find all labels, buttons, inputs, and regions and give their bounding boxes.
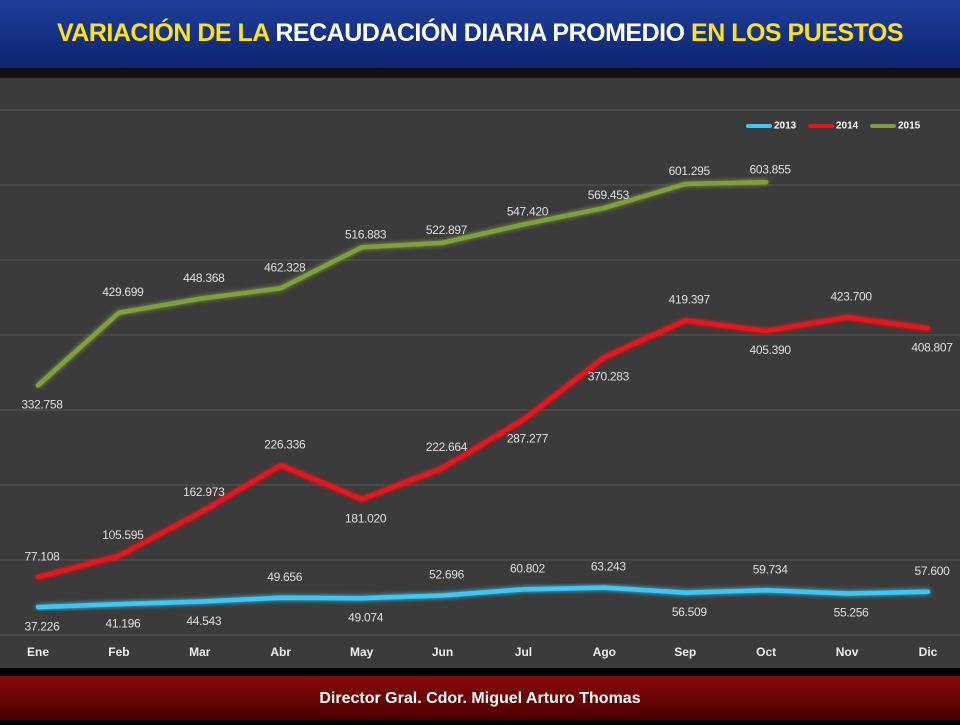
title-part: EN LOS PUESTOS (691, 19, 903, 47)
data-label: 44.543 (186, 614, 222, 628)
title-part: VARIACIÓN DE LA (57, 17, 270, 47)
data-label: 448.368 (183, 271, 225, 285)
x-tick-label: Mar (189, 645, 211, 659)
x-tick-label: Ene (27, 645, 49, 659)
data-label: 405.390 (750, 343, 792, 357)
data-label: 569.453 (588, 188, 630, 202)
footer-band (0, 676, 960, 720)
data-label: 59.734 (753, 562, 789, 576)
series-line (35, 179, 769, 388)
data-label: 332.758 (21, 398, 63, 412)
data-label: 37.226 (25, 619, 61, 633)
title-strip (0, 68, 960, 78)
legend-label: 2014 (836, 121, 859, 132)
data-label: 63.243 (591, 560, 627, 574)
data-label: 601.295 (669, 164, 711, 178)
data-label: 77.108 (25, 549, 61, 563)
x-tick-label: Nov (836, 645, 859, 659)
x-tick-label: Sep (674, 645, 696, 659)
data-label: 52.696 (429, 568, 465, 582)
data-label: 522.897 (426, 223, 468, 237)
data-label: 462.328 (264, 260, 306, 274)
data-label: 105.595 (102, 528, 144, 542)
data-label: 226.336 (264, 437, 306, 451)
x-tick-label: Dic (919, 645, 938, 659)
data-label: 423.700 (830, 289, 872, 303)
x-tick-label: Oct (756, 645, 776, 659)
data-label: 603.855 (750, 162, 792, 176)
data-label: 60.802 (510, 562, 546, 576)
legend-label: 2015 (898, 121, 921, 132)
x-tick-label: Jul (515, 645, 532, 659)
data-label: 181.020 (345, 511, 387, 525)
series-line (35, 585, 931, 610)
data-label: 429.699 (102, 285, 144, 299)
x-tick-label: May (350, 645, 374, 659)
data-label: 57.600 (915, 564, 951, 578)
plot-panel (0, 78, 960, 668)
data-label: 408.807 (911, 341, 953, 355)
data-label: 49.074 (348, 610, 384, 624)
data-label: 222.664 (426, 440, 468, 454)
data-label: 287.277 (507, 432, 549, 446)
x-tick-label: Abr (270, 645, 291, 659)
series-line (35, 314, 931, 580)
x-tick-label: Jun (432, 645, 453, 659)
data-label: 162.973 (183, 485, 225, 499)
data-label: 41.196 (105, 616, 141, 630)
footer: Director Gral. Cdor. Miguel Arturo Thoma… (319, 690, 640, 707)
data-label: 419.397 (669, 293, 711, 307)
x-tick-label: Ago (593, 645, 616, 659)
data-label: 547.420 (507, 205, 549, 219)
title-band (0, 0, 960, 68)
x-tick-label: Feb (108, 645, 129, 659)
title-part: RECAUDACIÓN DIARIA PROMEDIO (275, 17, 684, 47)
data-label: 49.656 (267, 570, 303, 584)
chart-title: VARIACIÓN DE LA RECAUDACIÓN DIARIA PROME… (57, 17, 903, 47)
legend-label: 2013 (774, 121, 797, 132)
plot: Ene Feb Mar Abr May Jun Jul Ago Sep Oct Nov Dic 37.2… (0, 109, 960, 659)
data-label: 56.509 (672, 605, 708, 619)
data-label: 516.883 (345, 228, 387, 242)
data-label: 55.256 (834, 606, 870, 620)
data-label: 370.283 (588, 369, 630, 383)
